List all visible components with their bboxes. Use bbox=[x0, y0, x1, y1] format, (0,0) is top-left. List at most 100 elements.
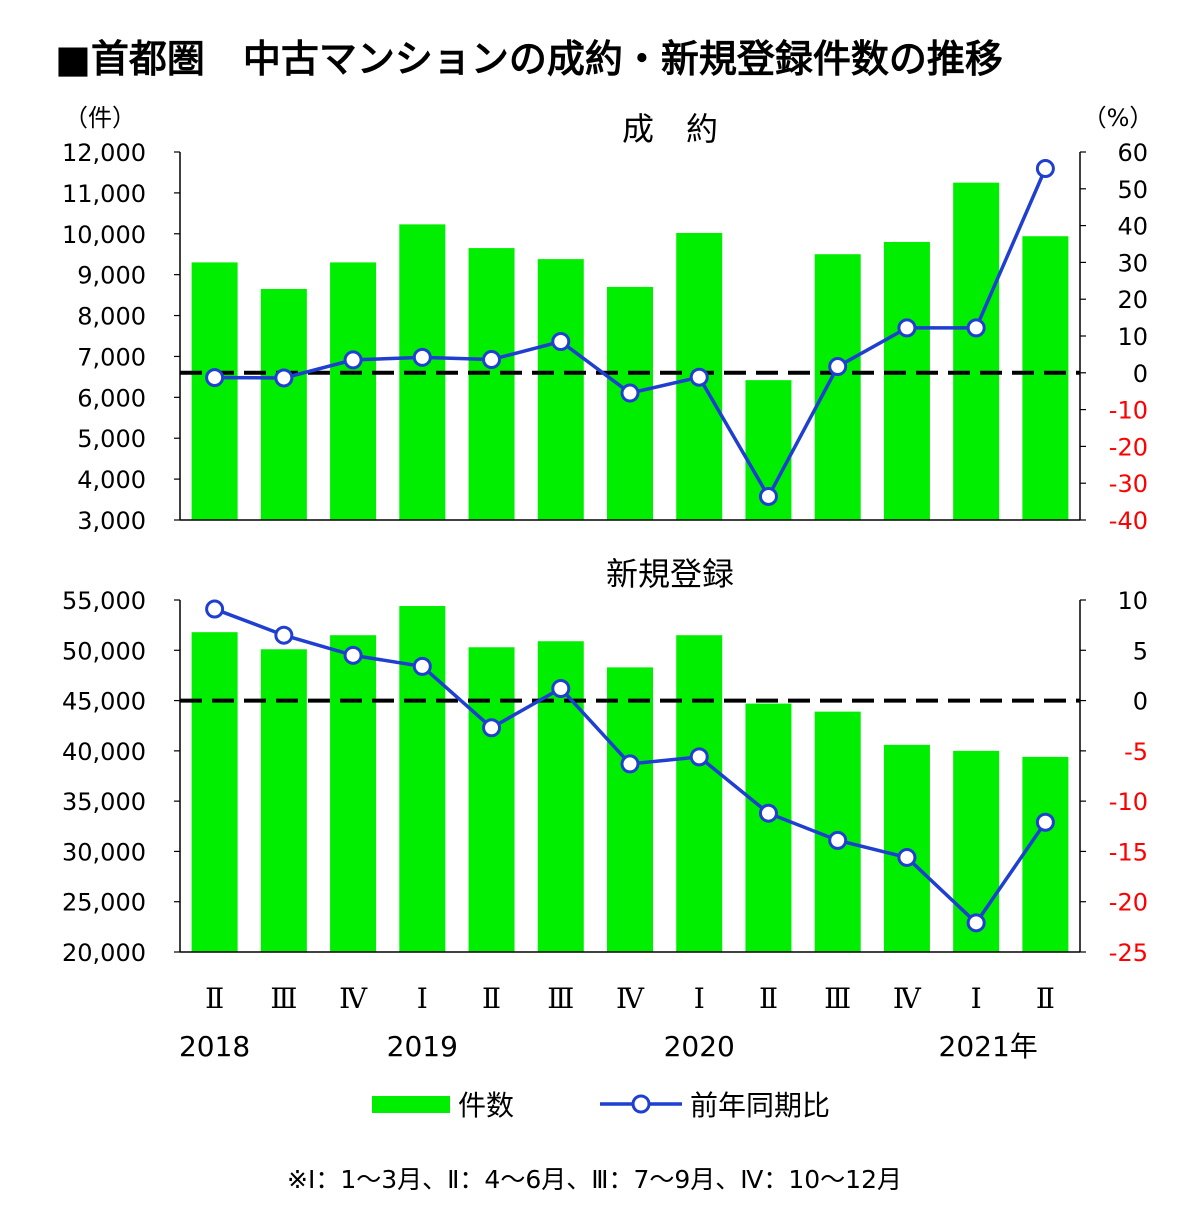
yoy-point bbox=[1035, 159, 1055, 179]
quarter-label: Ⅰ bbox=[417, 982, 428, 1015]
bar bbox=[607, 667, 653, 952]
yoy-point bbox=[205, 599, 225, 619]
yoy-point bbox=[1035, 812, 1055, 832]
quarter-label: Ⅰ bbox=[694, 982, 705, 1015]
left-tick-label: 20,000 bbox=[62, 939, 146, 967]
right-tick-label: -10 bbox=[1109, 397, 1148, 425]
left-tick-label: 55,000 bbox=[62, 587, 146, 615]
bar bbox=[745, 703, 792, 952]
yoy-point bbox=[689, 747, 709, 767]
yoy-point bbox=[551, 679, 571, 699]
yoy-point bbox=[274, 368, 294, 388]
bar bbox=[330, 262, 377, 520]
bar bbox=[468, 248, 515, 521]
yoy-point bbox=[828, 357, 848, 377]
year-label: 2021年 bbox=[939, 1030, 1038, 1063]
yoy-point bbox=[482, 350, 502, 370]
yoy-point bbox=[482, 718, 502, 738]
quarter-label: Ⅲ bbox=[824, 982, 851, 1015]
right-tick-label: 10 bbox=[1117, 323, 1148, 351]
bar bbox=[607, 286, 653, 520]
bar bbox=[953, 182, 1000, 520]
left-tick-label: 30,000 bbox=[62, 838, 146, 866]
quarter-label: Ⅳ bbox=[616, 982, 645, 1015]
quarter-label: Ⅳ bbox=[893, 982, 922, 1015]
year-label: 2018 bbox=[179, 1030, 250, 1063]
quarter-label: Ⅱ bbox=[205, 982, 224, 1015]
legend-bar-swatch bbox=[372, 1096, 450, 1113]
bar bbox=[191, 632, 238, 952]
left-tick-label: 11,000 bbox=[62, 180, 146, 208]
left-tick-label: 40,000 bbox=[62, 738, 146, 766]
right-tick-label: -40 bbox=[1109, 507, 1148, 535]
right-tick-label: -20 bbox=[1109, 433, 1148, 461]
bar bbox=[537, 259, 584, 520]
panel-title: 新規登録 bbox=[606, 555, 734, 593]
right-tick-label: -10 bbox=[1109, 788, 1148, 816]
yoy-point bbox=[620, 383, 640, 403]
left-tick-label: 10,000 bbox=[62, 221, 146, 249]
yoy-point bbox=[205, 368, 225, 388]
legend-line-marker bbox=[631, 1094, 651, 1114]
bar bbox=[468, 647, 515, 952]
left-tick-label: 25,000 bbox=[62, 889, 146, 917]
quarter-label: Ⅱ bbox=[1036, 982, 1055, 1015]
left-tick-label: 9,000 bbox=[77, 262, 146, 290]
bar bbox=[260, 649, 307, 952]
left-tick-label: 12,000 bbox=[62, 139, 146, 167]
quarter-label: Ⅱ bbox=[482, 982, 501, 1015]
yoy-point bbox=[412, 656, 432, 676]
left-tick-label: 5,000 bbox=[77, 425, 146, 453]
yoy-point bbox=[689, 367, 709, 387]
left-tick-label: 45,000 bbox=[62, 688, 146, 716]
yoy-point bbox=[620, 754, 640, 774]
yoy-point bbox=[758, 803, 778, 823]
panel-title: 成 約 bbox=[622, 110, 718, 148]
yoy-point bbox=[758, 486, 778, 506]
yoy-point bbox=[897, 318, 917, 338]
year-label: 2019 bbox=[387, 1030, 458, 1063]
right-tick-label: -25 bbox=[1109, 939, 1148, 967]
right-tick-label: 0 bbox=[1133, 360, 1148, 388]
left-tick-label: 7,000 bbox=[77, 343, 146, 371]
left-tick-label: 50,000 bbox=[62, 637, 146, 665]
right-tick-label: 40 bbox=[1117, 213, 1148, 241]
right-tick-label: 50 bbox=[1117, 176, 1148, 204]
yoy-point bbox=[274, 625, 294, 645]
page-title: ■首都圏 中古マンションの成約・新規登録件数の推移 bbox=[55, 37, 1003, 81]
right-tick-label: 5 bbox=[1133, 637, 1148, 665]
left-tick-label: 35,000 bbox=[62, 788, 146, 816]
right-tick-label: -15 bbox=[1109, 838, 1148, 866]
quarter-label: Ⅲ bbox=[270, 982, 297, 1015]
bar bbox=[814, 254, 861, 520]
right-tick-label: 60 bbox=[1117, 139, 1148, 167]
left-tick-label: 3,000 bbox=[77, 507, 146, 535]
bar bbox=[676, 635, 723, 952]
right-tick-label: 0 bbox=[1133, 688, 1148, 716]
bar bbox=[1022, 756, 1069, 952]
right-tick-label: 20 bbox=[1117, 286, 1148, 314]
yoy-point bbox=[966, 913, 986, 933]
left-tick-label: 6,000 bbox=[77, 384, 146, 412]
left-axis-unit: （件） bbox=[64, 104, 136, 132]
bar bbox=[260, 288, 307, 520]
right-tick-label: -5 bbox=[1124, 738, 1148, 766]
right-tick-label: -20 bbox=[1109, 889, 1148, 917]
right-tick-label: 30 bbox=[1117, 249, 1148, 277]
bar bbox=[883, 241, 930, 520]
legend-line-label: 前年同期比 bbox=[690, 1089, 830, 1122]
left-tick-label: 8,000 bbox=[77, 303, 146, 331]
yoy-point bbox=[343, 645, 363, 665]
quarter-note: ※Ⅰ：1～3月、Ⅱ：4～6月、Ⅲ：7～9月、Ⅳ：10～12月 bbox=[287, 1165, 902, 1194]
bar bbox=[1022, 236, 1069, 520]
legend-bar-label: 件数 bbox=[458, 1089, 514, 1122]
right-axis-unit: （%） bbox=[1083, 104, 1154, 132]
yoy-point bbox=[551, 332, 571, 352]
quarter-label: Ⅳ bbox=[339, 982, 368, 1015]
right-tick-label: -30 bbox=[1109, 470, 1148, 498]
year-label: 2020 bbox=[664, 1030, 735, 1063]
bar bbox=[191, 262, 238, 520]
yoy-point bbox=[412, 347, 432, 367]
bar bbox=[330, 635, 377, 952]
